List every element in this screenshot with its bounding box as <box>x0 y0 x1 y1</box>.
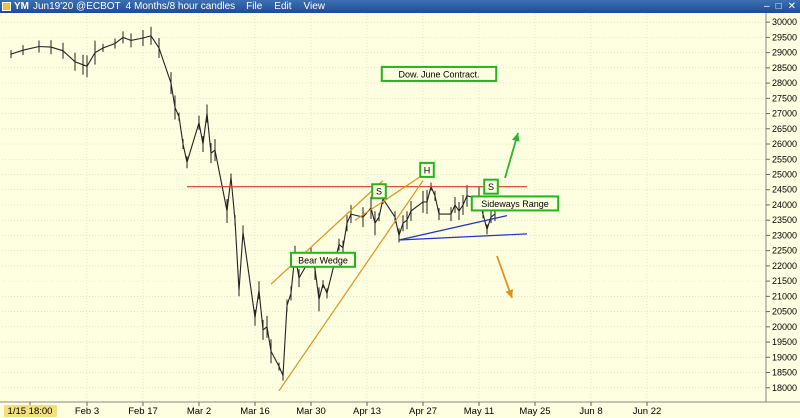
trend-line-support <box>398 233 528 241</box>
price-tick-label-15: 25500 <box>772 154 797 164</box>
time-tick-label-10: Jun 8 <box>579 406 602 417</box>
time-tick-label-8: May 11 <box>464 406 494 417</box>
head-label-box <box>419 161 435 178</box>
time-tick-label-2: Feb 17 <box>128 406 158 417</box>
price-tick-label-9: 22500 <box>772 246 797 256</box>
left-shoulder-label: S <box>376 187 382 197</box>
time-tick-label-1: Feb 3 <box>75 406 99 417</box>
symbol-label: YM <box>14 1 29 12</box>
time-tick-label-11: Jun 22 <box>633 406 662 417</box>
contract-selector[interactable]: Jun19'20 @ECBOT <box>33 1 121 12</box>
up-arrow-head <box>511 133 520 142</box>
time-tick-label-3: Mar 2 <box>187 406 211 417</box>
trend-line-wedge-upper-2 <box>354 177 420 221</box>
price-tick-label-4: 20000 <box>772 322 797 332</box>
price-tick-label-7: 21500 <box>772 276 797 286</box>
price-series-line <box>10 35 496 376</box>
app-icon <box>2 2 11 11</box>
price-tick-label-12: 24000 <box>772 200 797 210</box>
time-tick-label-7: Apr 27 <box>409 406 437 417</box>
bear-wedge-label-box <box>290 251 356 268</box>
sideways-range-label-box <box>470 195 560 212</box>
price-tick-label-5: 20500 <box>772 307 797 317</box>
price-tick-label-14: 25000 <box>772 169 797 179</box>
price-tick-label-24: 30000 <box>772 17 797 27</box>
price-tick-label-10: 23000 <box>772 230 797 240</box>
period-selector[interactable]: 4 Months/8 hour candles <box>125 1 236 12</box>
time-tick-label-5: Mar 30 <box>296 406 326 417</box>
price-tick-label-22: 29000 <box>772 48 797 58</box>
window-title-bar: YM Jun19'20 @ECBOT 4 Months/8 hour candl… <box>0 0 800 13</box>
down-arrow-head <box>505 289 514 298</box>
price-tick-label-6: 21000 <box>772 291 797 301</box>
maximize-button[interactable]: □ <box>775 1 782 12</box>
price-chart[interactable]: 18000 18500 19000 19500 20000 20500 21000 21500… <box>0 13 800 418</box>
left-shoulder-label-box <box>371 183 387 200</box>
price-tick-label-16: 26000 <box>772 139 797 149</box>
price-tick-label-19: 27500 <box>772 93 797 103</box>
time-tick-label-9: May 25 <box>519 406 550 417</box>
price-tick-label-18: 27000 <box>772 109 797 119</box>
dow-june-contract-label: Dow. June Contract. <box>398 69 479 79</box>
price-tick-label-1: 18500 <box>772 368 797 378</box>
price-tick-label-17: 26500 <box>772 124 797 134</box>
trend-line-neckline <box>398 215 508 241</box>
title-content: YM Jun19'20 @ECBOT 4 Months/8 hour candl… <box>0 0 331 13</box>
price-tick-label-20: 28000 <box>772 78 797 88</box>
price-tick-label-13: 24500 <box>772 185 797 195</box>
window-controls: – □ ✕ <box>764 0 796 13</box>
price-tick-label-3: 19500 <box>772 337 797 347</box>
right-shoulder-label-box <box>483 178 499 195</box>
menu-view[interactable]: View <box>303 1 326 12</box>
price-tick-label-8: 22000 <box>772 261 797 271</box>
menu-edit[interactable]: Edit <box>274 1 292 12</box>
trend-line-wedge-lower <box>278 180 424 392</box>
minimize-button[interactable]: – <box>764 1 770 12</box>
price-tick-label-23: 29500 <box>772 32 797 42</box>
trend-line-wedge-upper <box>270 180 384 285</box>
sideways-range-label: Sideways Range <box>481 199 549 209</box>
head-label: H <box>424 165 431 175</box>
time-tick-label-0: 1/15 18:00 <box>8 406 53 417</box>
price-tick-label-11: 23500 <box>772 215 797 225</box>
price-tick-label-2: 19000 <box>772 352 797 362</box>
dow-june-contract-label-box <box>380 65 498 82</box>
time-tick-label-6: Apr 13 <box>353 406 381 417</box>
price-tick-label-21: 28500 <box>772 63 797 73</box>
close-button[interactable]: ✕ <box>787 1 796 12</box>
time-tick-label-4: Mar 16 <box>240 406 270 417</box>
bear-wedge-label: Bear Wedge <box>298 255 348 265</box>
current-time-marker <box>4 405 57 417</box>
right-shoulder-label: S <box>488 182 494 192</box>
price-tick-label-0: 18000 <box>772 383 797 393</box>
menu-file[interactable]: File <box>246 1 263 12</box>
